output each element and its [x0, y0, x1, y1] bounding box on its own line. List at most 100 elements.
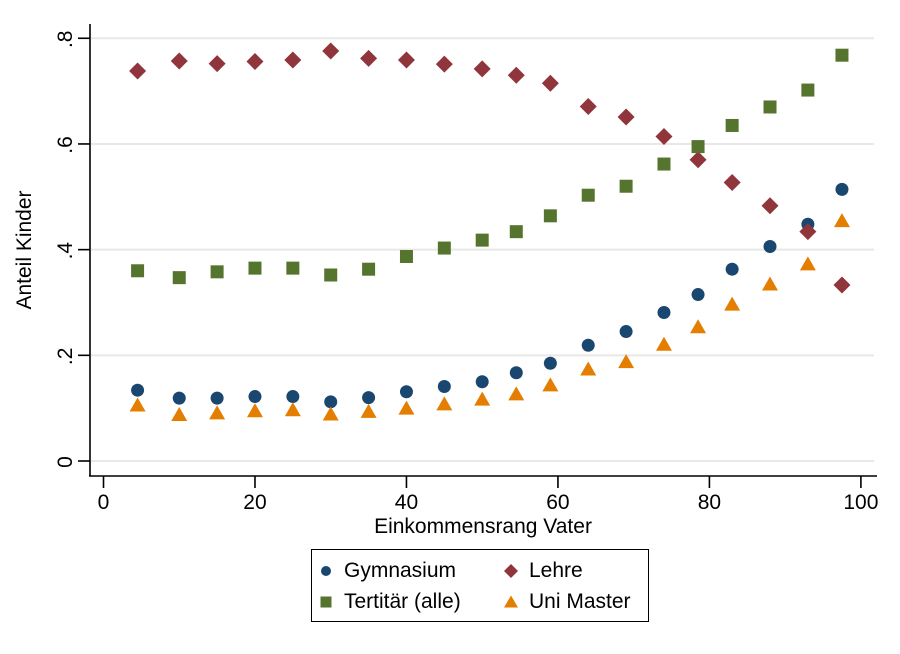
square-marker-icon [320, 596, 332, 608]
point-diamond [473, 60, 491, 78]
point-triangle [508, 386, 525, 401]
point-diamond [435, 55, 453, 73]
point-triangle [799, 256, 816, 271]
gridlines [91, 37, 874, 462]
point-circle [691, 288, 705, 302]
legend-label: Tertitär (alle) [344, 590, 461, 613]
legend-item-tertitaer: Tertitär (alle) [314, 588, 461, 616]
legend-label: Uni Master [529, 590, 631, 613]
diamond-marker-icon [504, 564, 518, 578]
legend: Gymnasium Lehre Tertitär (alle) Uni Mast… [311, 549, 649, 622]
point-diamond [799, 223, 817, 241]
point-square [437, 241, 451, 255]
point-square [399, 250, 413, 264]
point-diamond [397, 51, 415, 69]
legend-item-uni-master: Uni Master [499, 588, 631, 616]
point-diamond [322, 42, 340, 60]
point-triangle [762, 276, 779, 291]
point-triangle [655, 336, 672, 351]
x-tick-label: 0 [98, 491, 110, 514]
scatter-points [129, 42, 851, 422]
point-circle [581, 338, 595, 352]
point-triangle [724, 296, 741, 311]
point-circle [657, 306, 671, 320]
point-square [657, 157, 671, 171]
point-square [691, 140, 705, 154]
point-triangle [360, 403, 377, 418]
point-circle [725, 262, 739, 276]
point-diamond [655, 128, 673, 146]
point-square [835, 48, 849, 62]
point-circle [835, 182, 849, 196]
point-triangle [580, 361, 597, 376]
point-circle [324, 395, 338, 409]
point-square [131, 264, 145, 278]
point-triangle [436, 396, 453, 411]
point-square [763, 100, 777, 114]
point-triangle [246, 403, 263, 418]
point-circle [543, 356, 557, 370]
point-diamond [360, 49, 378, 67]
point-circle [763, 239, 777, 253]
point-diamond [129, 62, 147, 80]
legend-label: Lehre [529, 559, 583, 582]
y-axis-title: Anteil Kinder [13, 190, 36, 309]
point-diamond [579, 97, 597, 115]
point-diamond [723, 174, 741, 192]
point-diamond [833, 276, 851, 294]
y-tick-label: .6 [54, 136, 77, 154]
x-tick-label: 20 [243, 491, 266, 514]
point-triangle [542, 377, 559, 392]
point-diamond [541, 74, 559, 92]
x-tick-label: 60 [546, 491, 569, 514]
point-square [286, 261, 300, 275]
point-diamond [170, 52, 188, 70]
point-diamond [617, 108, 635, 126]
point-square [543, 209, 557, 223]
point-triangle [474, 391, 491, 406]
y-tick-label: 0 [54, 456, 77, 468]
point-square [172, 271, 186, 285]
point-diamond [761, 197, 779, 215]
x-axis-title: Einkommensrang Vater [374, 515, 592, 538]
point-square [362, 262, 376, 276]
point-circle [362, 391, 376, 405]
point-circle [475, 375, 489, 389]
point-circle [131, 383, 145, 397]
point-triangle [129, 397, 146, 412]
point-circle [399, 385, 413, 399]
point-square [248, 261, 262, 275]
point-square [619, 179, 633, 193]
point-square [725, 118, 739, 132]
x-tick-label: 100 [843, 491, 878, 514]
y-tick-label: .4 [54, 242, 77, 260]
point-triangle [690, 319, 707, 334]
point-triangle [398, 400, 415, 415]
point-square [210, 265, 224, 279]
y-tick-label: .8 [54, 31, 77, 49]
point-triangle [833, 213, 850, 228]
point-square [581, 188, 595, 202]
point-square [801, 83, 815, 97]
point-diamond [507, 66, 525, 84]
x-tick-label: 40 [395, 491, 418, 514]
point-circle [172, 391, 186, 405]
legend-item-gymnasium: Gymnasium [314, 557, 456, 585]
point-circle [248, 390, 262, 404]
circle-marker-icon [321, 566, 331, 576]
point-circle [437, 379, 451, 393]
point-diamond [208, 55, 226, 73]
point-triangle [618, 354, 635, 369]
point-square [509, 225, 523, 239]
point-triangle [284, 402, 301, 417]
point-diamond [689, 151, 707, 169]
point-diamond [284, 51, 302, 69]
y-tick-label: .2 [54, 348, 77, 366]
axes: 0 .2 .4 .6 .8 0 20 40 60 80 100 [54, 24, 878, 514]
legend-label: Gymnasium [344, 559, 457, 582]
legend-item-lehre: Lehre [499, 557, 583, 585]
point-triangle [322, 406, 339, 421]
point-circle [286, 390, 300, 404]
